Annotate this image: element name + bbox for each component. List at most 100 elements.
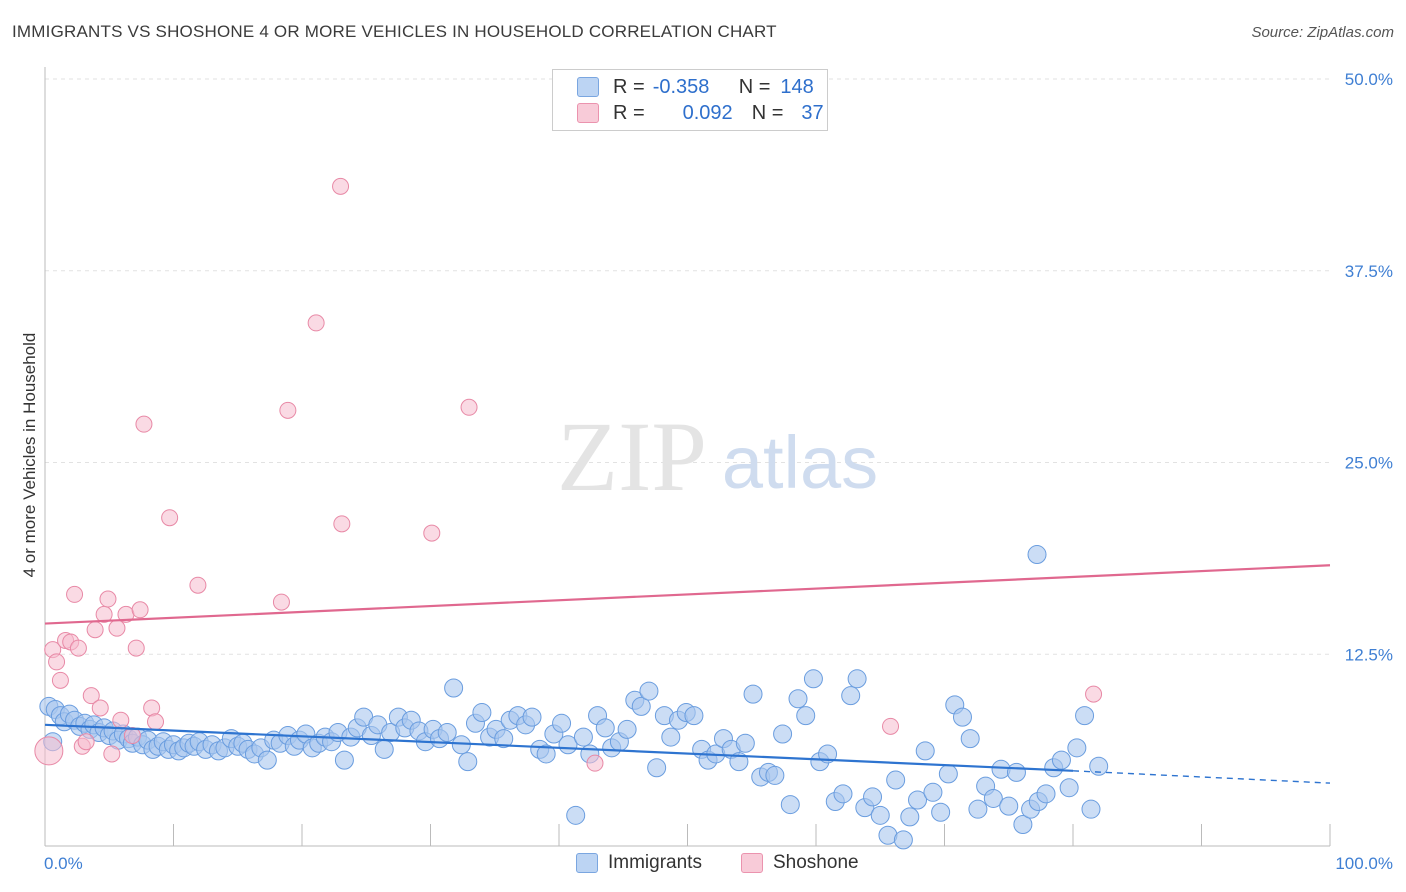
bottom-legend-immigrants: Immigrants: [576, 852, 702, 874]
immigrants-point: [684, 706, 704, 726]
shoshone-point: [127, 639, 145, 657]
x-tick-labels: 0.0% 100.0%: [44, 854, 1393, 873]
shoshone-point: [112, 711, 130, 729]
immigrants-point: [780, 795, 800, 815]
immigrants-point: [647, 758, 667, 778]
shoshone-trend-line: [44, 564, 1331, 625]
immigrants-point: [566, 805, 586, 825]
immigrants-point: [573, 727, 593, 747]
immigrants-point: [617, 719, 637, 739]
immigrants-point: [893, 830, 913, 850]
shoshone-point: [103, 745, 121, 763]
immigrants-point: [938, 764, 958, 784]
immigrants-point: [639, 681, 659, 701]
bottom-legend-shoshone: Shoshone: [741, 852, 859, 874]
immigrants-point: [1081, 799, 1101, 819]
immigrants-point: [886, 770, 906, 790]
shoshone-point: [34, 736, 64, 766]
immigrants-point: [552, 713, 572, 733]
shoshone-point: [279, 401, 297, 419]
immigrants-point: [374, 739, 394, 759]
shoshone-point: [123, 727, 141, 745]
immigrants-point: [803, 669, 823, 689]
chart-title: IMMIGRANTS VS SHOSHONE 4 OR MORE VEHICLE…: [12, 22, 777, 41]
immigrants-point: [788, 689, 808, 709]
x-tick-label: 0.0%: [44, 854, 83, 873]
r-value-immigrants: -0.358: [652, 75, 710, 98]
immigrants-legend-label: Immigrants: [608, 852, 702, 873]
y-tick-label: 25.0%: [1345, 454, 1393, 473]
shoshone-point: [332, 177, 350, 195]
shoshone-point: [91, 699, 109, 717]
immigrants-point: [900, 807, 920, 827]
shoshone-legend-label: Shoshone: [773, 852, 859, 873]
watermark: ZIP atlas: [557, 401, 878, 512]
shoshone-point: [272, 593, 290, 611]
immigrants-point: [863, 787, 883, 807]
immigrants-point: [494, 729, 514, 749]
immigrants-point: [743, 684, 763, 704]
shoshone-point: [307, 314, 325, 332]
shoshone-point: [333, 515, 351, 533]
shoshone-swatch: [577, 103, 599, 123]
immigrants-point: [765, 765, 785, 785]
shoshone-point: [189, 576, 207, 594]
immigrants-point: [1067, 738, 1087, 758]
immigrants-point: [536, 744, 556, 764]
immigrants-trend-extension: [1072, 770, 1331, 784]
immigrants-point: [773, 724, 793, 744]
shoshone-point: [86, 621, 104, 639]
shoshone-point: [131, 601, 149, 619]
r-label: R =: [613, 75, 645, 98]
shoshone-points: [34, 177, 1103, 772]
immigrants-point: [952, 707, 972, 727]
watermark-zip: ZIP: [557, 401, 707, 512]
immigrants-point: [983, 788, 1003, 808]
immigrants-point: [257, 750, 277, 770]
immigrants-point: [1027, 545, 1047, 565]
shoshone-point: [586, 754, 604, 772]
immigrants-trend-line: [44, 723, 1074, 772]
immigrants-point: [931, 802, 951, 822]
shoshone-point: [161, 509, 179, 527]
shoshone-point: [82, 687, 100, 705]
y-tick-labels: 12.5% 25.0% 37.5% 50.0%: [1345, 70, 1393, 664]
immigrants-point: [1036, 784, 1056, 804]
grid-lines: [45, 78, 1330, 655]
immigrants-point: [1013, 815, 1033, 835]
n-value-shoshone: 37: [801, 101, 824, 124]
r-label: R =: [613, 101, 645, 124]
immigrants-swatch: [577, 77, 599, 97]
immigrants-point: [923, 782, 943, 802]
immigrants-point: [1059, 778, 1079, 798]
x-tick-label: 100.0%: [1335, 854, 1393, 873]
immigrants-point: [334, 750, 354, 770]
shoshone-point: [1085, 685, 1103, 703]
immigrants-point: [847, 669, 867, 689]
immigrants-point: [991, 759, 1011, 779]
immigrants-point: [999, 796, 1019, 816]
immigrants-point: [1089, 756, 1109, 776]
immigrants-point: [915, 741, 935, 761]
immigrants-point: [472, 703, 492, 723]
n-value-immigrants: 148: [780, 75, 814, 98]
immigrants-point: [595, 718, 615, 738]
y-tick-label: 50.0%: [1345, 70, 1393, 89]
watermark-atlas: atlas: [722, 421, 878, 504]
y-tick-label: 37.5%: [1345, 262, 1393, 281]
immigrants-point: [631, 696, 651, 716]
r-value-shoshone: 0.092: [682, 101, 733, 124]
shoshone-point: [99, 590, 117, 608]
immigrants-point: [735, 733, 755, 753]
immigrants-point: [908, 790, 928, 810]
shoshone-point: [66, 585, 84, 603]
n-label: N =: [738, 75, 771, 98]
shoshone-point: [147, 713, 165, 731]
immigrants-point: [870, 805, 890, 825]
shoshone-point: [77, 733, 95, 751]
immigrants-point: [818, 744, 838, 764]
shoshone-point: [48, 653, 66, 671]
shoshone-swatch: [741, 853, 763, 873]
immigrants-point: [1006, 762, 1026, 782]
